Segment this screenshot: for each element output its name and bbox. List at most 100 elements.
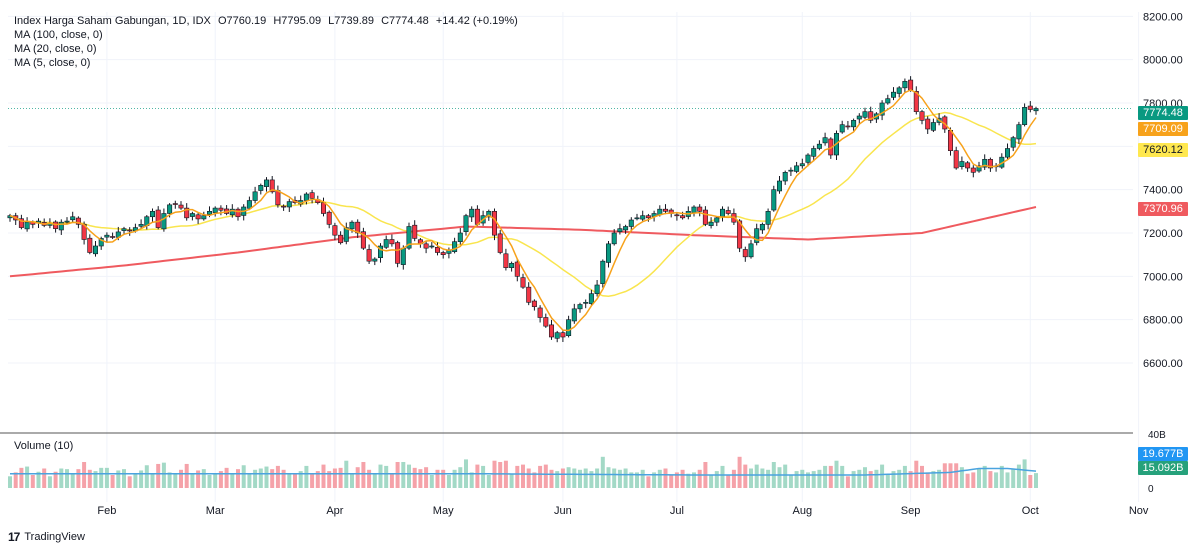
volume-bar [25,466,30,488]
candle-body [275,190,281,206]
volume-bar [65,469,69,488]
volume-bar [418,469,423,488]
volume-bar [99,467,104,488]
volume-bar [674,472,679,488]
volume-bar [783,464,788,488]
volume-bar [857,469,862,488]
volume-bar [954,463,959,488]
candle-body [93,245,99,255]
volume-bar [948,463,953,488]
candle-body [58,221,64,231]
volume-bar [230,473,235,488]
candle-body [503,253,509,268]
volume-bar [315,471,320,488]
volume-bar [994,472,999,488]
volume-bar [920,465,924,488]
volume-bar [595,468,600,488]
candle-body [822,137,828,144]
ma5-badge: 7709.09 [1138,122,1188,136]
volume-bar [977,468,981,488]
volume-bar [766,469,771,488]
volume-bar [201,469,206,488]
candle-body [982,159,988,168]
volume-bar [378,464,383,488]
candle-body [680,215,686,219]
ma20-line [9,111,1037,298]
volume-bar [30,475,35,488]
ma20-legend[interactable]: MA (20, close, 0) [14,43,97,55]
candle-body [406,226,412,249]
volume-bar [971,472,976,488]
candle-body [628,219,634,227]
volume-bar [469,472,474,488]
volume-bar [697,469,702,488]
volume-bar [640,469,645,488]
ma100-legend[interactable]: MA (100, close, 0) [14,29,103,41]
volume-bar [1016,464,1021,488]
volume-bar [589,471,594,488]
volume-bar [127,476,132,488]
x-tick-label: Aug [793,505,813,517]
volume-bar [840,465,845,488]
volume-bar [1034,473,1038,488]
volume-bar [549,469,554,488]
candle-body [805,154,811,163]
candle-body [623,226,629,231]
x-tick-label: Oct [1022,505,1039,517]
volume-bar [988,471,993,488]
volume-bar [395,462,400,488]
candle-body [737,220,743,249]
volume-bar [150,473,155,488]
candle-body [263,179,269,187]
candle-body [611,232,617,245]
x-tick-label: May [433,505,454,517]
candle-body [634,217,640,220]
candle-body [372,258,378,262]
volume-bar [384,465,389,488]
x-tick-label: Nov [1129,505,1149,517]
candle-body [509,263,515,268]
y-tick-label: 6600.00 [1143,358,1183,370]
ma5-legend[interactable]: MA (5, close, 0) [14,57,91,69]
volume-bar [937,469,942,488]
candle-body [184,207,190,219]
candle-body [896,87,902,94]
volume-bar [355,467,360,488]
volume-bar [788,475,793,488]
candle-body [207,211,213,215]
candle-body [252,191,258,201]
candle-body [782,172,788,182]
candle-body [269,179,275,193]
ma20-badge: 7620.12 [1138,143,1188,157]
candle-body [440,252,446,255]
volume-bar [42,468,47,488]
candle-body [383,239,389,248]
volume-bar [908,471,913,488]
candle-body [794,165,800,172]
volume-bar [264,466,269,488]
high-value: H7795.09 [273,15,322,27]
volume-bar [218,471,223,488]
volume-bar [435,469,440,488]
tradingview-logo[interactable]: 17 TradingView [8,530,85,544]
y-tick-label: 6800.00 [1143,315,1183,327]
volume-bar [720,465,725,488]
volume-bar [560,468,565,488]
candle-body [457,232,463,242]
candle-body [947,130,953,151]
volume-bar [247,473,252,488]
volume-legend[interactable]: Volume (10) [14,440,74,452]
volume-bar [36,471,41,488]
volume-bar [407,464,411,488]
candle-body [201,215,207,220]
candle-body [965,162,971,169]
candle-body [24,221,30,230]
candle-body [463,215,469,233]
candle-body [976,165,982,172]
volume-bar [754,464,759,488]
candle-body [155,209,161,228]
volume-bar [253,469,258,488]
volume-bar [612,468,617,488]
volume-bar [538,465,543,488]
